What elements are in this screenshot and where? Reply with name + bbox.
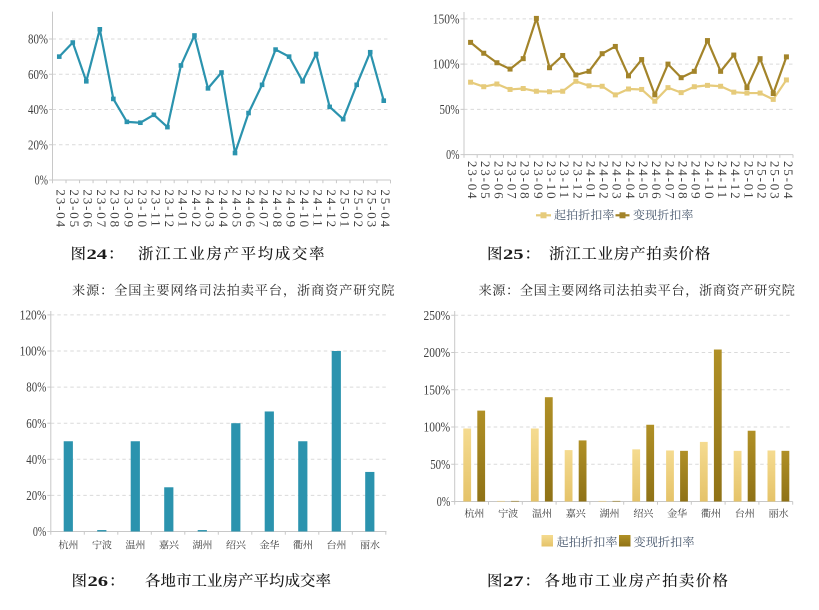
svg-text:24-02: 24-02 [597,161,612,201]
svg-text:24-10: 24-10 [297,189,312,229]
svg-text:24-05: 24-05 [636,161,651,201]
svg-text:24-06: 24-06 [243,189,258,229]
svg-text:23-06: 23-06 [491,161,506,201]
svg-text:24-02: 24-02 [189,189,204,229]
svg-text:24-11: 24-11 [311,189,326,228]
svg-text:50%: 50% [440,102,460,117]
svg-text:200%: 200% [424,345,451,360]
svg-text:24-03: 24-03 [202,189,217,229]
svg-text:23-07: 23-07 [94,189,109,229]
svg-text:24-09: 24-09 [689,161,704,201]
svg-text:24-12: 24-12 [728,161,743,201]
svg-text:24-01: 24-01 [175,189,190,229]
svg-text:25-03: 25-03 [768,161,783,201]
svg-text:25-01: 25-01 [741,161,756,201]
svg-text:100%: 100% [424,420,451,435]
svg-text:23-07: 23-07 [504,161,519,201]
svg-text:0%: 0% [437,494,450,509]
svg-text:80%: 80% [28,32,48,47]
svg-text:100%: 100% [20,344,47,359]
svg-text:23-11: 23-11 [148,189,163,228]
svg-text:23-11: 23-11 [557,161,572,200]
svg-text:23-10: 23-10 [135,189,150,229]
svg-text:23-05: 23-05 [478,161,493,201]
svg-text:150%: 150% [424,382,451,397]
svg-text:25-03: 25-03 [365,189,380,229]
svg-text:24-08: 24-08 [270,189,285,229]
svg-text:24-06: 24-06 [649,161,664,201]
svg-text:24-08: 24-08 [676,161,691,201]
svg-text:24-05: 24-05 [229,189,244,229]
svg-text:24-01: 24-01 [583,161,598,201]
svg-text:23-08: 23-08 [108,189,123,229]
svg-text:0%: 0% [35,173,48,188]
svg-text:24-12: 24-12 [324,189,339,229]
svg-text:24-09: 24-09 [284,189,299,229]
svg-text:24-03: 24-03 [610,161,625,201]
svg-text:20%: 20% [28,137,48,152]
svg-text:0%: 0% [33,524,46,539]
svg-text:23-12: 23-12 [162,189,177,229]
svg-text:24: 24 [87,247,108,263]
svg-text:24-04: 24-04 [216,189,231,229]
svg-text:25: 25 [503,247,524,263]
svg-text:23-09: 23-09 [531,161,546,201]
svg-text:25-04: 25-04 [781,161,796,201]
svg-text:23-04: 23-04 [465,161,480,201]
svg-text:23-04: 23-04 [54,189,69,229]
svg-text:26: 26 [88,574,109,590]
svg-text:60%: 60% [28,67,48,82]
svg-text:25-04: 25-04 [378,189,393,229]
svg-text:24-04: 24-04 [623,161,638,201]
svg-text:50%: 50% [430,457,450,472]
svg-text:25-01: 25-01 [338,189,353,229]
svg-text:27: 27 [503,574,524,590]
svg-text:24-11: 24-11 [715,161,730,200]
svg-text:23-08: 23-08 [518,161,533,201]
svg-text:23-10: 23-10 [544,161,559,201]
svg-text:40%: 40% [26,452,46,467]
svg-text:150%: 150% [433,11,460,26]
svg-text:25-02: 25-02 [755,161,770,201]
svg-text:250%: 250% [424,308,451,323]
svg-text:120%: 120% [20,308,47,323]
svg-text:23-12: 23-12 [570,161,585,201]
svg-text:80%: 80% [26,380,46,395]
svg-text:40%: 40% [28,102,48,117]
svg-text:25-02: 25-02 [351,189,366,229]
svg-text:60%: 60% [26,416,46,431]
svg-text:24-07: 24-07 [662,161,677,201]
svg-text:23-05: 23-05 [67,189,82,229]
svg-text:24-07: 24-07 [256,189,271,229]
svg-text:20%: 20% [26,488,46,503]
svg-text:23-06: 23-06 [81,189,96,229]
svg-text:23-09: 23-09 [121,189,136,229]
svg-text:100%: 100% [433,57,460,72]
svg-text:24-10: 24-10 [702,161,717,201]
svg-text:0%: 0% [446,147,459,162]
